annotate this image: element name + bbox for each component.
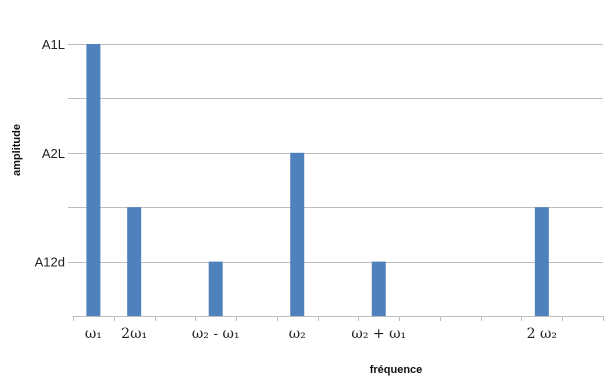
x-tick-label: ω₂ + ω₁ [351,326,406,342]
x-tick-label: 2 ω₂ [527,326,557,342]
y-tick-label: A1L [42,37,65,52]
x-tick-label: ω₂ [289,326,306,342]
bar [290,152,305,316]
y-tick-label: A2L [42,146,65,161]
y-axis-title: amplitude [11,124,23,176]
x-tick-label: ω₁ [85,326,102,342]
x-axis-title: fréquence [370,364,423,376]
y-tick-label: A12d [35,255,65,270]
bar [127,207,142,316]
bar [534,207,549,316]
bar [208,261,223,316]
bar [371,261,386,316]
x-tick-label: ω₂ - ω₁ [192,326,240,342]
bar [86,44,101,316]
x-tick-label: 2ω₁ [121,326,147,342]
